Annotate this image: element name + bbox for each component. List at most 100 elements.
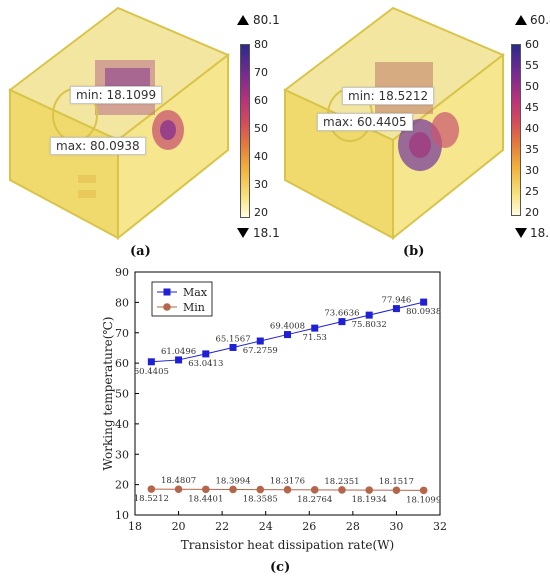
colorbar-tick: 25	[525, 185, 539, 198]
data-point-min	[202, 485, 210, 494]
colorbar-tick: 60	[254, 94, 268, 107]
data-label: 18.3176	[270, 477, 305, 487]
colorbar	[240, 44, 250, 218]
data-point-max	[147, 358, 155, 366]
data-label: 18.1099	[406, 495, 441, 505]
data-label: 18.4401	[188, 494, 223, 504]
colorbar-tick: 80	[254, 38, 268, 51]
x-axis-label: Transistor heat dissipation rate(W)	[181, 538, 394, 552]
data-point-max	[202, 350, 210, 358]
data-point-max	[256, 337, 264, 345]
temperature-line-chart: 18 20 22 24 26 28 30 32 10 20 30 40 50 60 70 80 90 Transi…	[101, 266, 447, 552]
data-label: 18.4807	[161, 476, 196, 486]
data-point-max	[284, 331, 291, 339]
data-label: 69.4008	[270, 322, 305, 332]
data-point-min	[147, 485, 156, 493]
data-label: 18.2764	[297, 495, 332, 505]
legend-box	[151, 281, 213, 317]
panel-a: min: 18.1099 max: 80.0938 80.1 80 70 60 …	[0, 0, 280, 265]
colorbar-tick: 60	[525, 38, 539, 51]
thermal-model-b	[283, 6, 505, 240]
data-point-max	[311, 324, 319, 332]
y-tick-label: 70	[115, 327, 129, 340]
legend-marker-max	[163, 288, 171, 296]
data-point-min	[338, 486, 346, 494]
data-point-min	[310, 486, 319, 494]
max-arrow-icon	[237, 15, 249, 25]
legend-label: Min	[183, 301, 205, 314]
data-label: 73.6636	[324, 309, 359, 319]
data-label: 65.1567	[215, 334, 250, 344]
x-tick-label: 20	[172, 520, 186, 533]
data-point-min	[392, 486, 401, 495]
data-label: 18.2351	[324, 477, 359, 487]
y-axis-label: Working temperature(℃)	[101, 317, 115, 471]
colorbar-max-value: 60.4	[530, 13, 550, 27]
colorbar-tick: 40	[254, 150, 268, 163]
min-arrow-icon	[237, 228, 249, 238]
data-point-max	[175, 356, 183, 364]
data-point-min	[174, 485, 183, 494]
x-tick-label: 30	[389, 520, 403, 533]
colorbar	[511, 44, 521, 216]
y-tick-label: 90	[115, 266, 129, 279]
colorbar-tick: 20	[254, 206, 268, 219]
data-label: 18.1934	[352, 495, 387, 505]
colorbar-tick: 30	[525, 164, 539, 177]
panel-label-b: (b)	[403, 244, 425, 259]
data-label: 60.4405	[134, 367, 169, 377]
min-arrow-icon	[515, 228, 527, 238]
legend-label: Max	[183, 286, 208, 299]
data-point-min	[283, 485, 292, 494]
colorbar-min-value: 18.1	[253, 226, 280, 240]
data-label: 77.946	[382, 296, 412, 306]
panel-label-c: (c)	[270, 560, 291, 575]
data-point-max	[392, 305, 400, 313]
thermal-model-a	[8, 6, 230, 240]
colorbar-tick: 70	[254, 66, 268, 79]
colorbar-tick: 30	[254, 178, 268, 191]
colorbar-tick: 45	[525, 101, 539, 114]
x-tick-label: 22	[215, 520, 229, 533]
colorbar-tick: 35	[525, 143, 539, 156]
data-label: 18.3994	[215, 476, 250, 486]
data-label: 71.53	[303, 333, 327, 343]
colorbar-min-value: 18.5	[530, 226, 550, 240]
max-callout: max: 60.4405	[317, 113, 413, 131]
x-tick-label: 28	[346, 520, 360, 533]
data-point-min	[365, 486, 373, 494]
min-callout: min: 18.1099	[70, 86, 163, 104]
min-callout: min: 18.5212	[342, 87, 435, 105]
data-point-min	[419, 486, 428, 495]
x-tick-label: 24	[259, 520, 273, 533]
colorbar-tick: 40	[525, 122, 539, 135]
data-label: 63.0413	[188, 359, 223, 369]
max-arrow-icon	[515, 15, 527, 25]
y-tick-label: 50	[115, 388, 129, 401]
data-label: 18.1517	[379, 477, 414, 487]
y-tick-label: 20	[115, 479, 129, 492]
data-label: 61.0496	[161, 347, 196, 357]
colorbar-max-value: 80.1	[253, 13, 280, 27]
data-point-max	[420, 298, 428, 306]
colorbar-tick: 20	[525, 206, 539, 219]
data-point-max	[365, 311, 373, 319]
y-tick-label: 60	[115, 357, 129, 370]
data-label: 18.5212	[134, 494, 169, 504]
data-point-max	[338, 318, 346, 326]
data-point-min	[256, 485, 265, 494]
data-label: 75.8032	[352, 320, 387, 330]
y-tick-label: 30	[115, 448, 129, 461]
x-tick-label: 32	[433, 520, 447, 533]
x-tick-label: 18	[128, 520, 142, 533]
y-tick-label: 80	[115, 296, 129, 309]
data-label: 67.2759	[243, 346, 278, 356]
x-tick-label: 26	[302, 520, 316, 533]
data-point-min	[229, 485, 237, 494]
data-label: 18.3585	[243, 495, 278, 505]
legend-marker-min	[163, 303, 171, 311]
data-label: 80.0938	[406, 307, 441, 317]
colorbar-tick: 50	[525, 80, 539, 93]
y-tick-label: 10	[115, 509, 129, 522]
colorbar-tick: 50	[254, 122, 268, 135]
